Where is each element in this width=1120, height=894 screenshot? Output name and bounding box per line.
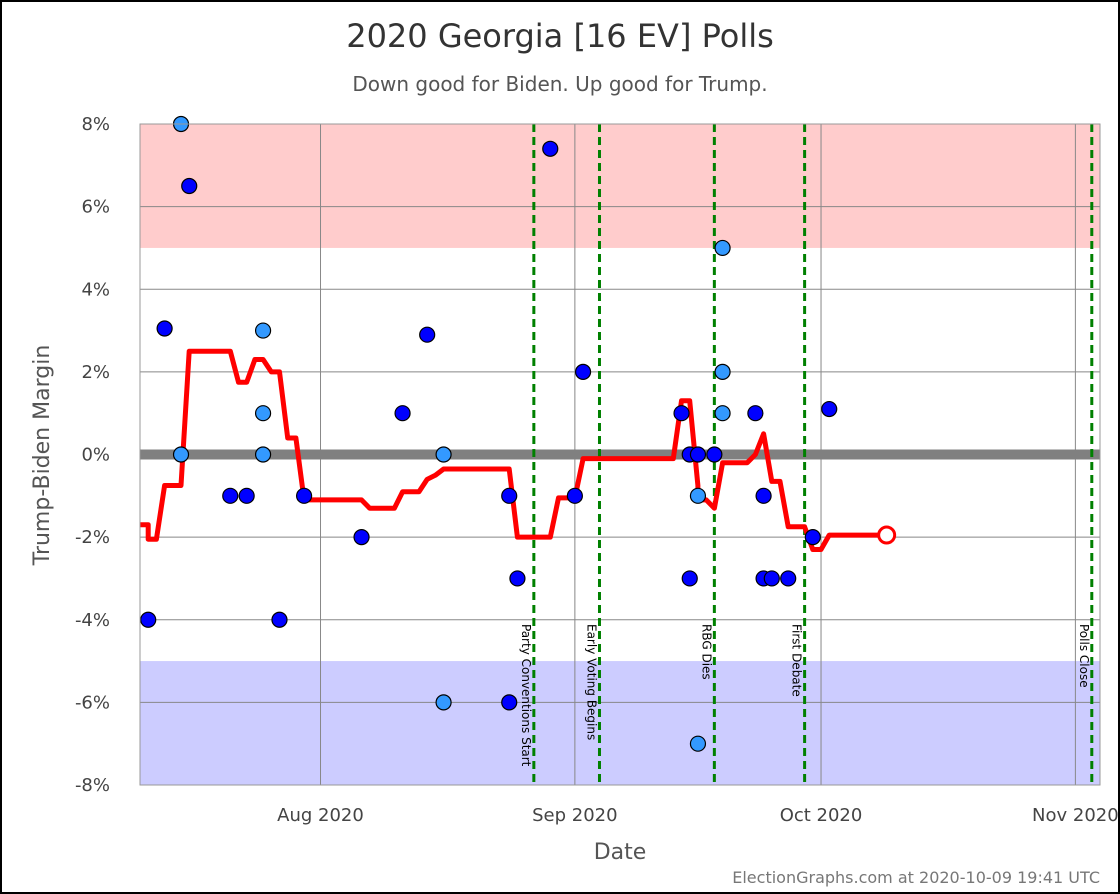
poll-point [673,405,690,422]
y-axis-ticks: 8% 6% 4% 2% 0% -2% -4% -6% -8% [75,114,110,796]
poll-point [689,446,707,463]
average-path [140,348,887,552]
poll-point [353,529,370,546]
poll-point [394,405,411,422]
margin-band [140,124,1100,248]
event-label: Early Voting Begins [584,624,598,740]
event-label: First Debate [790,624,804,697]
poll-point [501,694,518,711]
poll-point [714,239,731,257]
poll-point [140,611,157,628]
poll-point [435,446,452,463]
poll-points [140,115,838,752]
poll-point [254,322,272,339]
poll-point [271,611,288,628]
poll-point [419,326,436,343]
poll-point [714,363,731,380]
poll-point [509,570,526,587]
poll-point [501,487,518,504]
event-label: RBG Dies [699,624,713,680]
poll-point [296,487,313,504]
poll-point [763,570,780,587]
poll-point [566,487,583,504]
x-axis-ticks: Aug 2020 Sep 2020 Oct 2020 Nov 2020 [277,805,1119,826]
average-end-marker [877,525,897,545]
chart-title: 2020 Georgia [16 EV] Polls [346,17,774,55]
x-tick-label: Aug 2020 [277,805,364,826]
poll-point [714,405,731,422]
poll-point [172,446,190,463]
poll-point [689,735,707,752]
poll-point [821,400,838,418]
y-tick-label: -2% [75,527,110,548]
poll-point [689,487,707,504]
y-tick-label: 6% [81,197,110,218]
poll-point [254,446,272,463]
y-tick-label: -4% [75,610,110,631]
zero-line [140,449,1100,460]
poll-point [780,570,797,587]
poll-point [156,320,173,337]
x-axis-label: Date [594,840,647,865]
event-label: Party Conventions Start [519,624,533,767]
y-tick-label: -8% [75,775,110,796]
poll-point [747,405,764,422]
poll-point [254,405,272,422]
y-tick-label: 2% [81,362,110,383]
poll-point [804,529,821,546]
y-tick-label: 0% [81,445,110,466]
poll-point [181,177,198,195]
y-axis-label: Trump-Biden Margin [30,345,55,567]
poll-point [574,363,592,380]
margin-band [140,661,1100,785]
event-label: Polls Close [1077,624,1091,688]
chart-credit: ElectionGraphs.com at 2020-10-09 19:41 U… [732,868,1100,887]
average-line [140,348,897,552]
poll-point [238,487,255,504]
x-tick-label: Oct 2020 [780,805,863,826]
chart-subtitle: Down good for Biden. Up good for Trump. [352,72,767,96]
poll-point [706,446,723,463]
poll-point [755,487,772,504]
y-tick-label: -6% [75,692,110,713]
poll-point [681,570,698,587]
y-tick-label: 8% [81,114,110,135]
poll-point [222,487,239,504]
x-tick-label: Nov 2020 [1032,805,1119,826]
x-tick-label: Sep 2020 [532,805,617,826]
poll-point [542,140,559,157]
plot-border [139,123,1101,786]
y-tick-label: 4% [81,279,110,300]
poll-point [435,694,452,711]
margin-bands [140,124,1100,785]
